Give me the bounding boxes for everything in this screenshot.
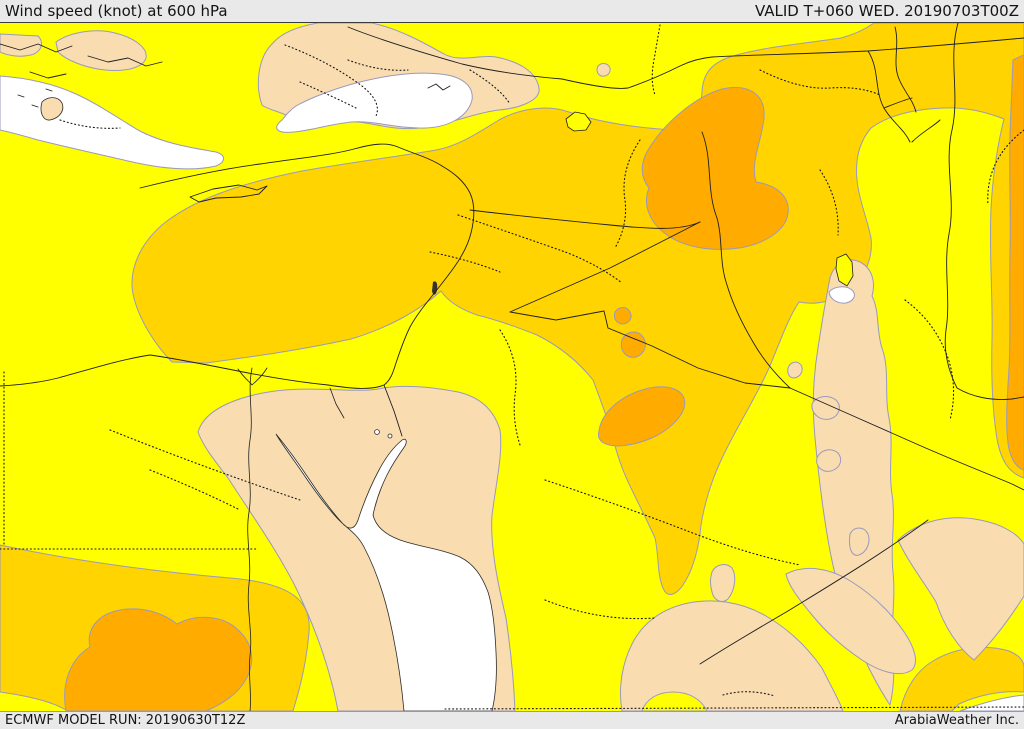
wind-speed-map	[0, 23, 1024, 711]
south-tan-dotted	[722, 691, 776, 697]
bosporus-ticks	[427, 83, 451, 91]
brand-label: ArabiaWeather Inc.	[894, 713, 1019, 728]
lakes	[432, 111, 854, 295]
red-sea-island-2	[387, 433, 393, 439]
cyprus-coast	[189, 184, 268, 203]
band-tan-south-diagonal	[785, 568, 916, 675]
lake-van	[565, 111, 592, 132]
band-gold-northeast	[131, 23, 1024, 595]
south-edge-dotted	[444, 706, 1024, 710]
band-gold-southeast	[899, 646, 1024, 711]
hejaz-dotted	[499, 329, 521, 446]
anatolia-dotted-4	[347, 59, 409, 71]
coastlines-and-borders	[0, 23, 1024, 711]
saudi-dotted-2	[544, 599, 656, 620]
north-iran-dotted	[759, 69, 881, 96]
iraq-interior-dotted	[614, 139, 641, 249]
nile-river	[247, 367, 253, 711]
band-tan-top-dot	[596, 63, 611, 77]
administrative-dotted-borders	[0, 24, 1024, 710]
band-tan-west-edge	[0, 33, 42, 57]
egypt-israel-border	[383, 384, 403, 437]
band-orange-center-oval	[597, 386, 686, 447]
caspian-coast	[944, 23, 1024, 400]
gulf-northwest-coast	[789, 387, 1024, 491]
iraq-iran-border	[701, 131, 791, 389]
band-orange-jordan-dot	[613, 307, 632, 325]
syria-iraq-border	[509, 221, 701, 313]
georgia-dotted	[651, 24, 661, 96]
mediterranean-levant-coast	[0, 143, 475, 389]
iran-interior-dotted	[904, 299, 955, 421]
valid-time-label: VALID T+060 WED. 20190703T00Z	[754, 1, 1019, 20]
band-white-red-sea	[275, 433, 497, 711]
band-tan-southeast-slab	[897, 517, 1024, 661]
band-orange-southwest	[64, 608, 253, 711]
aegean-island	[40, 97, 64, 121]
band-tan-small-2	[849, 527, 870, 556]
map-title: Wind speed (knot) at 600 hPa	[5, 1, 228, 20]
band-white-nw-turkey	[276, 72, 473, 133]
band-tan-aegean-north	[55, 30, 147, 71]
band-tan-small-4	[811, 396, 840, 420]
jordan-saudi-border	[509, 310, 791, 389]
model-run-label: ECMWF MODEL RUN: 20190630T12Z	[5, 713, 246, 728]
band-orange-center-small	[620, 331, 646, 358]
armenia-borders	[883, 97, 941, 143]
band-tan-small-1	[710, 564, 736, 602]
jordan-dotted	[429, 251, 501, 273]
suez-canal	[329, 387, 345, 419]
gulf-southwest-line	[699, 519, 929, 665]
aegean-coast-jaggies	[0, 43, 163, 79]
lake-urmia	[835, 253, 854, 287]
band-tan-small-3	[787, 361, 803, 379]
band-yellow-hole-south	[641, 691, 708, 711]
band-tan-small-5	[816, 449, 842, 472]
anatolia-dotted-2	[299, 81, 357, 109]
red-sea-island-1	[374, 429, 380, 435]
thrace-dotted	[59, 119, 121, 129]
iran-west-dotted	[819, 169, 839, 236]
anatolia-dotted-3	[469, 69, 511, 105]
aegean-islets	[17, 88, 53, 108]
wind-bands	[0, 23, 1024, 711]
anatolia-dotted-1	[284, 44, 378, 117]
nile-delta	[237, 367, 268, 386]
band-white-east-dot	[828, 286, 855, 304]
turkey-syria-border	[469, 209, 701, 229]
footer-bar: ECMWF MODEL RUN: 20190630T12Z ArabiaWeat…	[0, 711, 1024, 729]
caucasus-border-2	[894, 26, 917, 113]
band-tan-south-center	[619, 600, 844, 711]
header-bar: Wind speed (knot) at 600 hPa VALID T+060…	[0, 0, 1024, 23]
band-orange-northeast	[641, 86, 789, 250]
syria-desert-dotted	[457, 214, 623, 284]
